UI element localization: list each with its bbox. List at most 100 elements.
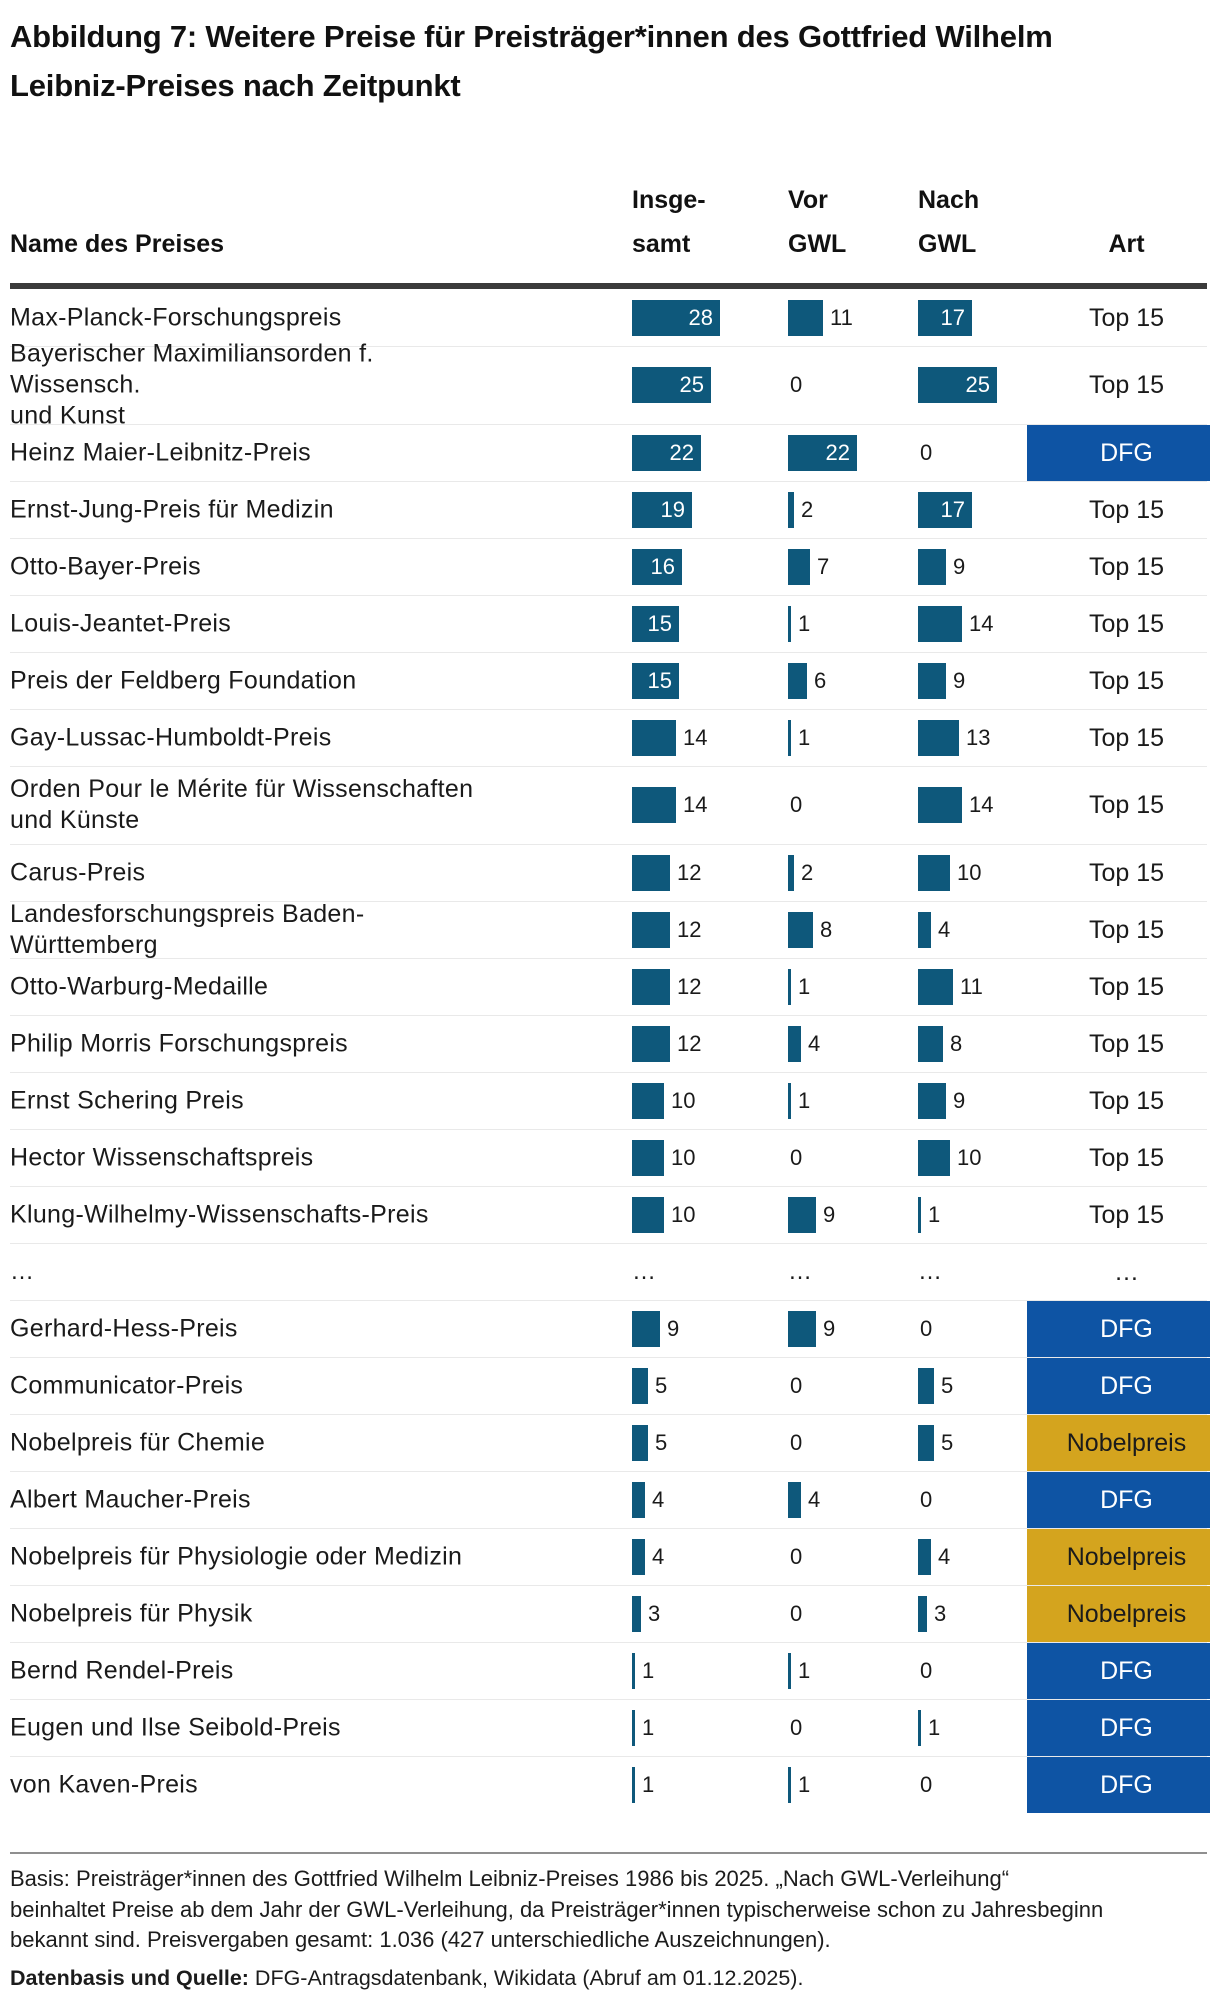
table-row: Bayerischer Maximiliansorden f. Wissensc…	[0, 340, 1220, 430]
nach-gwl-bar-cell: 0	[918, 435, 932, 471]
nach-gwl-bar-cell: 4	[918, 1538, 950, 1575]
vor-gwl-value-label: 2	[801, 496, 814, 522]
insgesamt-bar-cell: 22	[632, 434, 701, 471]
nach-gwl-bar: 17	[918, 491, 972, 528]
vor-gwl-bar	[788, 719, 791, 756]
nach-gwl-bar-cell: 13	[918, 719, 991, 756]
row-divider	[10, 1414, 1207, 1415]
insgesamt-bar-cell: 15	[632, 605, 679, 642]
column-header-name: Name des Preises	[10, 230, 225, 258]
nach-gwl-value-label: 17	[940, 496, 965, 522]
insgesamt-value-label: 10	[671, 1144, 696, 1170]
nach-gwl-bar-cell: 1	[918, 1709, 941, 1746]
ellipsis-total: …	[632, 1257, 657, 1285]
vor-gwl-bar-cell: 1	[788, 1652, 810, 1689]
insgesamt-value-label: 22	[669, 439, 694, 465]
insgesamt-value-label: 4	[652, 1486, 665, 1512]
insgesamt-bar	[632, 1481, 645, 1518]
vor-gwl-bar-cell: 4	[788, 1481, 820, 1518]
insgesamt-value-label: 14	[683, 724, 708, 750]
vor-gwl-bar	[788, 911, 813, 948]
table-row: Nobelpreis für Physik 3 0 3 Nobelpreis	[0, 1585, 1220, 1642]
row-divider	[10, 1699, 1207, 1700]
insgesamt-bar	[632, 1139, 664, 1176]
vor-gwl-bar	[788, 1082, 791, 1119]
ellipsis-row: ……………	[0, 1243, 1220, 1300]
vor-gwl-value-label: 9	[823, 1315, 836, 1341]
nach-gwl-bar-cell: 0	[918, 1767, 932, 1803]
insgesamt-bar-cell: 12	[632, 854, 701, 891]
table-row: Communicator-Preis 5 0 5 DFG	[0, 1357, 1220, 1414]
vor-gwl-bar-cell: 8	[788, 911, 832, 948]
insgesamt-bar-cell: 16	[632, 548, 682, 585]
row-divider	[10, 1528, 1207, 1529]
row-divider	[10, 1300, 1207, 1301]
vor-gwl-value-label: 0	[790, 1372, 803, 1398]
source-label: Datenbasis und Quelle:	[10, 1966, 249, 1990]
vor-gwl-bar-cell: 0	[788, 367, 802, 403]
row-divider	[10, 424, 1207, 425]
vor-gwl-bar-cell: 1	[788, 719, 810, 756]
vor-gwl-bar	[788, 1766, 791, 1803]
nach-gwl-value-label: 14	[969, 610, 994, 636]
art-badge: Nobelpreis	[1027, 1586, 1210, 1642]
nach-gwl-value-label: 14	[969, 792, 994, 817]
prize-name: Gerhard-Hess-Preis	[10, 1314, 238, 1342]
nach-gwl-value-label: 13	[966, 724, 991, 750]
vor-gwl-bar: 22	[788, 434, 857, 471]
nach-gwl-value-label: 0	[920, 1315, 933, 1341]
insgesamt-value-label: 12	[677, 916, 702, 942]
row-divider	[10, 901, 1207, 902]
insgesamt-bar: 25	[632, 367, 711, 403]
insgesamt-bar	[632, 787, 676, 823]
insgesamt-bar	[632, 1538, 645, 1575]
art-badge: Top 15	[1088, 915, 1165, 944]
insgesamt-value-label: 10	[671, 1201, 696, 1227]
vor-gwl-value-label: 2	[801, 859, 814, 885]
vor-gwl-bar-cell: 0	[788, 1596, 802, 1632]
prize-name: Carus-Preis	[10, 858, 146, 886]
table-row: Eugen und Ilse Seibold-Preis 1 0 1 DFG	[0, 1699, 1220, 1756]
column-header-nach-line1: Nach	[918, 186, 980, 214]
vor-gwl-value-label: 22	[825, 439, 850, 465]
insgesamt-value-label: 15	[647, 667, 672, 693]
insgesamt-value-label: 4	[652, 1543, 665, 1569]
prize-name: Klung-Wilhelmy-Wissenschafts-Preis	[10, 1200, 429, 1228]
nach-gwl-value-label: 0	[920, 1657, 933, 1683]
nach-gwl-value-label: 1	[928, 1714, 941, 1740]
prize-name: Ernst-Jung-Preis für Medizin	[10, 495, 334, 523]
vor-gwl-bar-cell: 9	[788, 1310, 836, 1347]
nach-gwl-bar	[918, 1367, 934, 1404]
insgesamt-bar-cell: 3	[632, 1595, 660, 1632]
nach-gwl-bar-cell: 14	[918, 605, 994, 642]
insgesamt-bar-cell: 28	[632, 299, 720, 336]
vor-gwl-bar-cell: 0	[788, 1539, 802, 1575]
insgesamt-bar-cell: 15	[632, 662, 679, 699]
column-header-art: Art	[1108, 230, 1145, 258]
insgesamt-bar-cell: 10	[632, 1139, 696, 1176]
vor-gwl-bar	[788, 1196, 816, 1233]
insgesamt-value-label: 1	[642, 1714, 655, 1740]
column-header-total-line1: Insge-	[632, 186, 706, 214]
insgesamt-bar-cell: 1	[632, 1766, 654, 1803]
vor-gwl-value-label: 0	[790, 1600, 803, 1626]
table-body: Max-Planck-Forschungspreis 28 11 17 Top 15 Ba…	[0, 289, 1220, 1813]
prize-name: Max-Planck-Forschungspreis	[10, 303, 342, 331]
row-divider	[10, 481, 1207, 482]
nach-gwl-bar	[918, 787, 962, 823]
nach-gwl-value-label: 0	[920, 1771, 933, 1797]
art-badge: Top 15	[1088, 972, 1165, 1001]
nach-gwl-bar-cell: 9	[918, 662, 965, 699]
art-badge: Top 15	[1088, 1086, 1165, 1115]
prize-name: Nobelpreis für Physik	[10, 1599, 253, 1627]
insgesamt-bar-cell: 4	[632, 1538, 665, 1575]
vor-gwl-value-label: 0	[790, 1543, 803, 1569]
prize-name: Nobelpreis für Physiologie oder Medizin	[10, 1542, 463, 1570]
insgesamt-bar: 16	[632, 548, 682, 585]
table-row: Philip Morris Forschungspreis 12 4 8 Top 15	[0, 1015, 1220, 1072]
nach-gwl-bar-cell: 25	[918, 367, 997, 403]
vor-gwl-value-label: 1	[798, 1087, 811, 1113]
vor-gwl-bar-cell: 1	[788, 968, 810, 1005]
nach-gwl-bar	[918, 1595, 927, 1632]
